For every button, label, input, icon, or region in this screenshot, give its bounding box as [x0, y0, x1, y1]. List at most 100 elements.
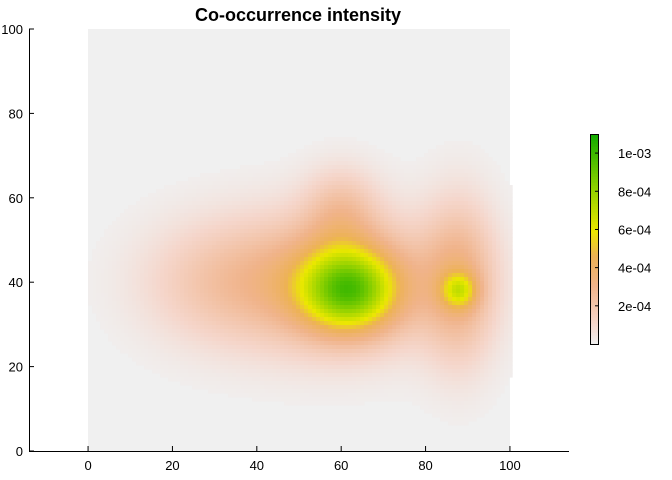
- heatmap-cell: [256, 209, 261, 214]
- heatmap-cell: [328, 161, 333, 166]
- heatmap-cell: [472, 297, 477, 302]
- heatmap-cell: [168, 193, 173, 198]
- heatmap-cell: [268, 189, 273, 194]
- heatmap-cell: [316, 229, 321, 234]
- heatmap-cell: [300, 333, 305, 338]
- heatmap-cell: [408, 345, 413, 350]
- heatmap-cell: [360, 289, 365, 294]
- heatmap-cell: [252, 225, 257, 230]
- heatmap-cell: [360, 305, 365, 310]
- heatmap-cell: [428, 321, 433, 326]
- heatmap-cell: [364, 313, 369, 318]
- heatmap-cell: [400, 301, 405, 306]
- heatmap-cell: [228, 325, 233, 330]
- heatmap-cell: [144, 253, 149, 258]
- heatmap-cell: [312, 237, 317, 242]
- heatmap-cell: [368, 281, 373, 286]
- heatmap-cell: [436, 305, 441, 310]
- heatmap-cell: [256, 349, 261, 354]
- heatmap-cell: [344, 145, 349, 150]
- heatmap-cell: [288, 353, 293, 358]
- heatmap-cell: [332, 209, 337, 214]
- heatmap-cell: [504, 197, 509, 202]
- heatmap-cell: [404, 265, 409, 270]
- heatmap-cell: [116, 289, 121, 294]
- heatmap-cell: [96, 313, 101, 318]
- heatmap-cell: [424, 245, 429, 250]
- heatmap-cell: [168, 233, 173, 238]
- heatmap-cell: [356, 313, 361, 318]
- heatmap-cell: [332, 261, 337, 266]
- heatmap-cell: [468, 165, 473, 170]
- heatmap-cell: [448, 245, 453, 250]
- heatmap-cell: [416, 213, 421, 218]
- heatmap-cell: [216, 205, 221, 210]
- heatmap-cell: [100, 253, 105, 258]
- heatmap-cell: [368, 161, 373, 166]
- heatmap-cell: [288, 169, 293, 174]
- heatmap-cell: [320, 157, 325, 162]
- heatmap-cell: [420, 233, 425, 238]
- heatmap-cell: [212, 197, 217, 202]
- heatmap-cell: [492, 245, 497, 250]
- heatmap-cell: [316, 205, 321, 210]
- heatmap-cell: [104, 241, 109, 246]
- heatmap-cell: [228, 293, 233, 298]
- heatmap-cell: [196, 333, 201, 338]
- heatmap-cell: [172, 341, 177, 346]
- heatmap-cell: [212, 237, 217, 242]
- heatmap-cell: [480, 177, 485, 182]
- heatmap-cell: [344, 241, 349, 246]
- heatmap-cell: [492, 185, 497, 190]
- heatmap-cell: [304, 229, 309, 234]
- heatmap-cell: [508, 313, 513, 318]
- heatmap-cell: [252, 249, 257, 254]
- heatmap-cell: [476, 225, 481, 230]
- heatmap-cell: [232, 201, 237, 206]
- heatmap-cell: [172, 249, 177, 254]
- heatmap-cell: [268, 305, 273, 310]
- heatmap-cell: [456, 261, 461, 266]
- heatmap-cell: [172, 329, 177, 334]
- heatmap-cell: [256, 249, 261, 254]
- heatmap-cell: [492, 257, 497, 262]
- heatmap-cell: [432, 213, 437, 218]
- heatmap-cell: [472, 221, 477, 226]
- heatmap-cell: [328, 301, 333, 306]
- heatmap-cell: [448, 293, 453, 298]
- heatmap-cell: [240, 277, 245, 282]
- heatmap-cell: [368, 201, 373, 206]
- heatmap-cell: [388, 337, 393, 342]
- heatmap-cell: [364, 353, 369, 358]
- heatmap-cell: [156, 261, 161, 266]
- heatmap-cell: [432, 241, 437, 246]
- heatmap-cell: [416, 341, 421, 346]
- heatmap-cell: [252, 229, 257, 234]
- heatmap-cell: [272, 241, 277, 246]
- heatmap-cell: [140, 237, 145, 242]
- heatmap-cell: [168, 333, 173, 338]
- heatmap-cell: [500, 305, 505, 310]
- heatmap-cell: [404, 197, 409, 202]
- heatmap-cell: [348, 205, 353, 210]
- heatmap-cell: [216, 197, 221, 202]
- heatmap-cell: [400, 165, 405, 170]
- heatmap-cell: [304, 237, 309, 242]
- heatmap-cell: [244, 193, 249, 198]
- heatmap-cell: [180, 337, 185, 342]
- heatmap-cell: [356, 293, 361, 298]
- heatmap-cell: [320, 141, 325, 146]
- heatmap-cell: [208, 317, 213, 322]
- heatmap-cell: [204, 277, 209, 282]
- heatmap-cell: [476, 273, 481, 278]
- heatmap-cell: [160, 317, 165, 322]
- heatmap-cell: [464, 153, 469, 158]
- heatmap-cell: [280, 313, 285, 318]
- heatmap-cell: [160, 305, 165, 310]
- heatmap-cell: [348, 277, 353, 282]
- heatmap-cell: [480, 349, 485, 354]
- heatmap-cell: [404, 245, 409, 250]
- heatmap-cell: [368, 273, 373, 278]
- heatmap-cell: [484, 349, 489, 354]
- heatmap-cell: [352, 237, 357, 242]
